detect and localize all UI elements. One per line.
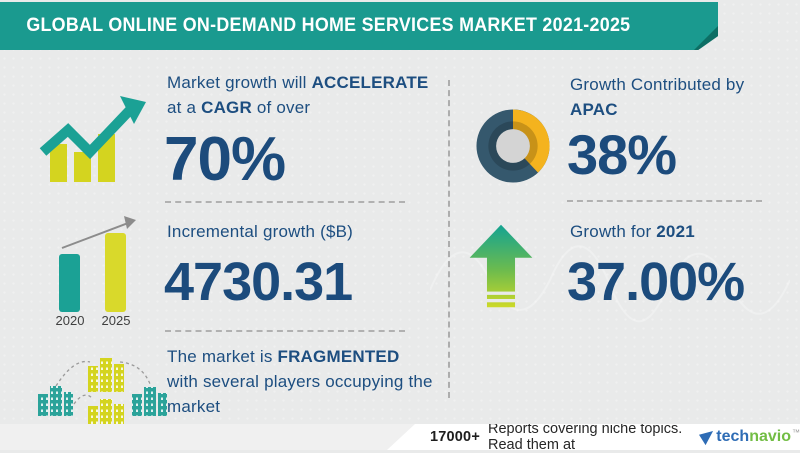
reports-count: 17000+ [430,429,480,445]
growth-2021-label: Growth for 2021 [570,219,790,244]
growth-2021-value: 37.00% [567,252,745,312]
footer-text: Reports covering niche topics. Read them… [488,421,683,453]
fragmented-bold-text: FRAGMENTED [277,347,400,366]
cagr-text: at a [167,98,202,117]
footer-ribbon: 17000+ Reports covering niche topics. Re… [387,421,800,453]
bar-year-right-label: 2025 [102,313,131,326]
apac-value: 38% [567,123,677,186]
fragmented-text: The market is [167,347,278,366]
technavio-logo-icon [699,431,714,446]
apac-label: Growth Contributed by APAC [570,72,790,122]
cagr-value: 70% [164,125,286,194]
footer-bar: 17000+ Reports covering niche topics. Re… [0,424,800,450]
incremental-growth-value: 4730.31 [164,252,353,312]
growth-2021-year: 2021 [656,222,695,241]
bar-comparison-icon: 2020 2025 [42,208,152,331]
fragmented-market-icon [30,342,172,439]
incremental-growth-label: Incremental growth ($B) [167,222,354,241]
apac-label-text: Growth Contributed by [570,75,745,94]
title-banner: GLOBAL ONLINE ON-DEMAND HOME SERVICES MA… [0,2,718,50]
bar-year-left-label: 2020 [56,313,85,326]
technavio-logo[interactable]: tech navio ™ [699,428,800,446]
trademark-symbol: ™ [792,428,800,437]
fragmented-statement: The market is FRAGMENTED with several pl… [167,344,435,419]
technavio-logo-navio: navio [749,428,791,445]
technavio-logo-tech: tech [716,428,750,445]
fragmented-text: with several players occupying the marke… [167,372,433,416]
donut-chart-icon [471,104,555,193]
cagr-accelerate-text: ACCELERATE [311,73,429,92]
growth-2021-text: Growth for [570,222,657,241]
horizontal-dashed-divider [165,201,405,203]
cagr-statement: Market growth will ACCELERATE at a CAGR … [167,70,437,120]
up-arrow-icon [468,220,534,317]
page-title: GLOBAL ONLINE ON-DEMAND HOME SERVICES MA… [26,15,631,36]
apac-region-text: APAC [570,100,618,119]
horizontal-dashed-divider [165,330,405,332]
growth-chart-icon [38,78,153,191]
cagr-text: Market growth will [167,73,312,92]
vertical-dashed-divider [448,80,450,398]
cagr-bold-text: CAGR [201,98,252,117]
horizontal-dashed-divider [567,200,762,202]
cagr-text: of over [251,98,311,117]
